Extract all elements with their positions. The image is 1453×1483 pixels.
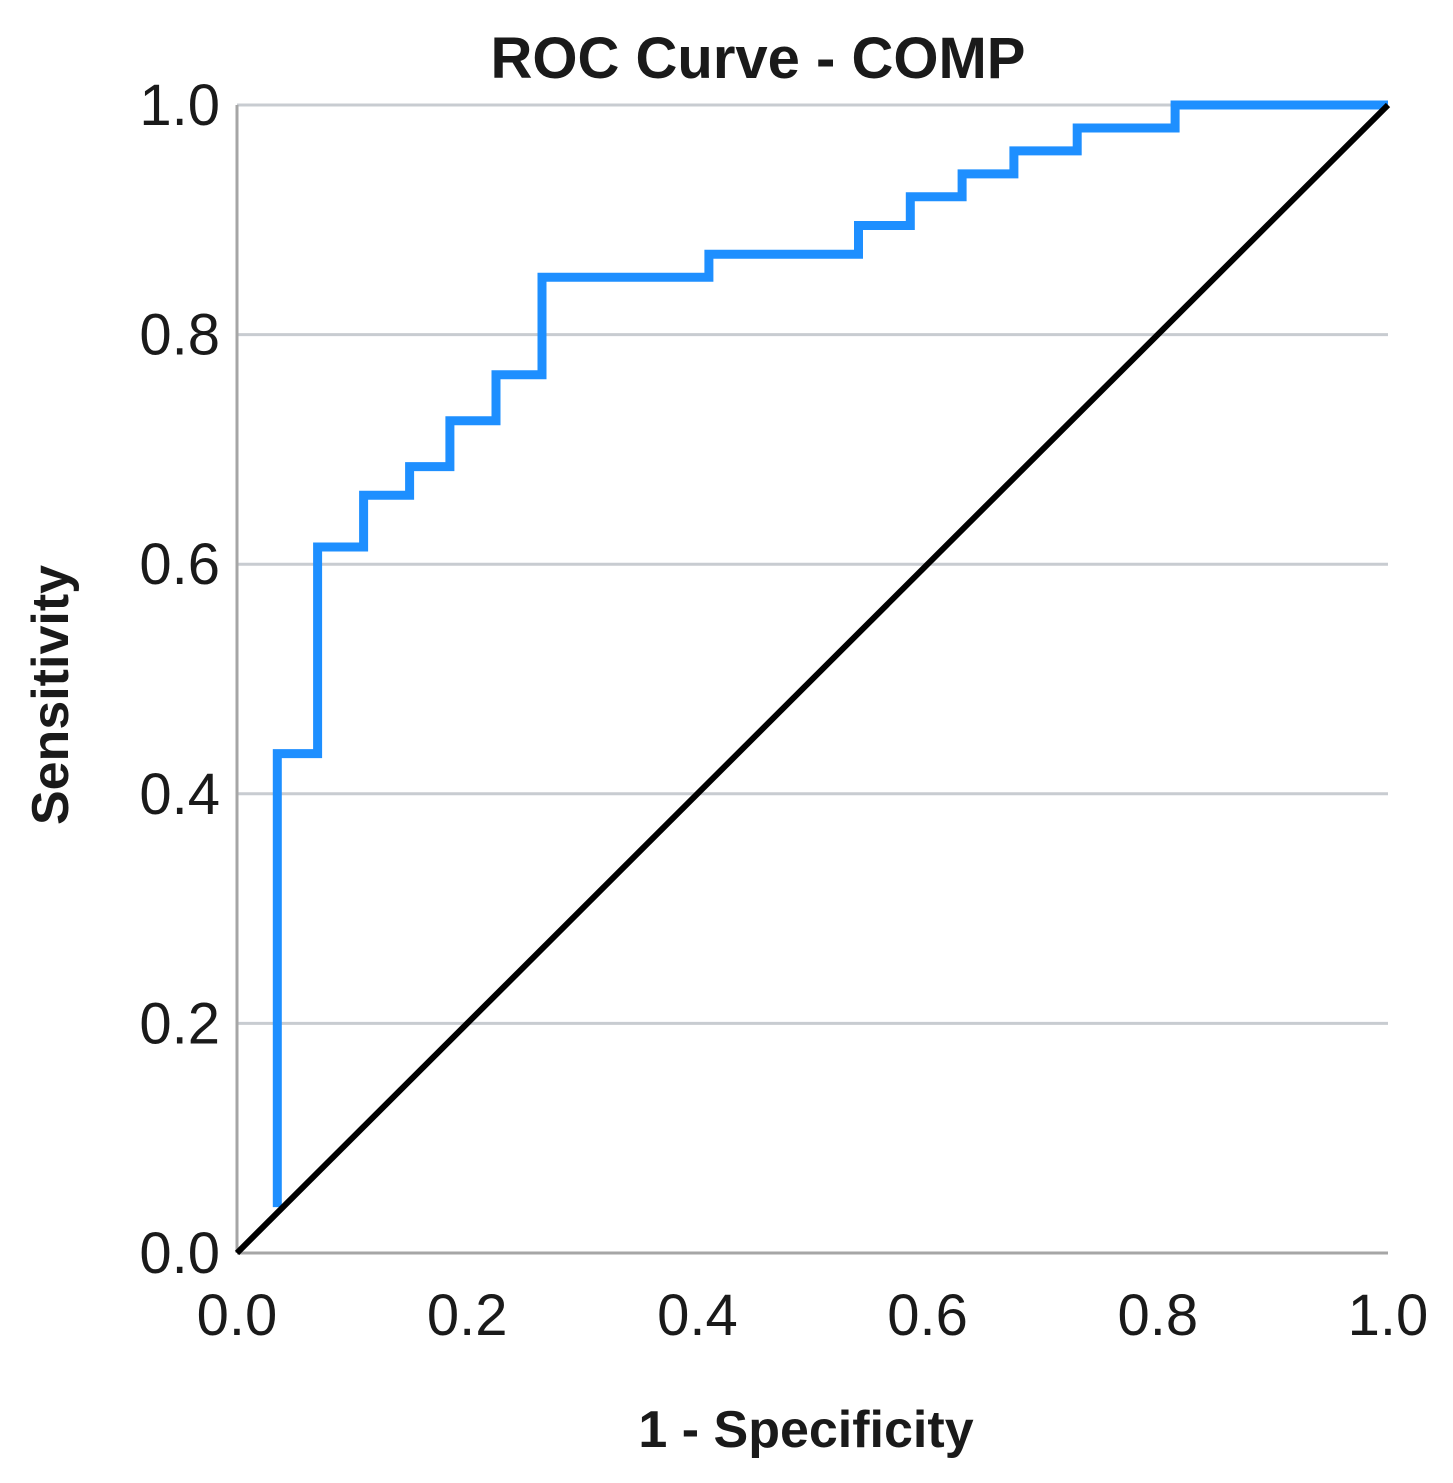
x-tick-label: 0.4: [657, 1283, 738, 1348]
reference-line: [234, 102, 1391, 1256]
x-axis-label: 1 - Specificity: [638, 1401, 973, 1459]
axes: [235, 105, 1388, 1255]
x-tick-label: 1.0: [1348, 1283, 1429, 1348]
y-axis-label: Sensitivity: [22, 565, 80, 825]
gridlines: [237, 103, 1388, 1025]
chart-title: ROC Curve - COMP: [491, 26, 1026, 91]
y-tick-label: 0.0: [139, 1221, 220, 1286]
y-tick-labels: 0.0 0.2 0.4 0.6 0.8 1.0: [139, 73, 220, 1286]
x-tick-label: 0.2: [427, 1283, 508, 1348]
x-tick-label: 0.0: [197, 1283, 278, 1348]
y-tick-label: 0.8: [139, 303, 220, 368]
y-tick-label: 0.4: [139, 762, 220, 827]
series: [234, 100, 1391, 1256]
x-tick-label: 0.8: [1117, 1283, 1198, 1348]
y-tick-label: 1.0: [139, 73, 220, 138]
x-tick-label: 0.6: [887, 1283, 968, 1348]
y-tick-label: 0.6: [139, 532, 220, 597]
roc-curve-line: [272, 100, 1388, 1208]
x-tick-labels: 0.0 0.2 0.4 0.6 0.8 1.0: [197, 1283, 1429, 1348]
y-tick-label: 0.2: [139, 991, 220, 1056]
